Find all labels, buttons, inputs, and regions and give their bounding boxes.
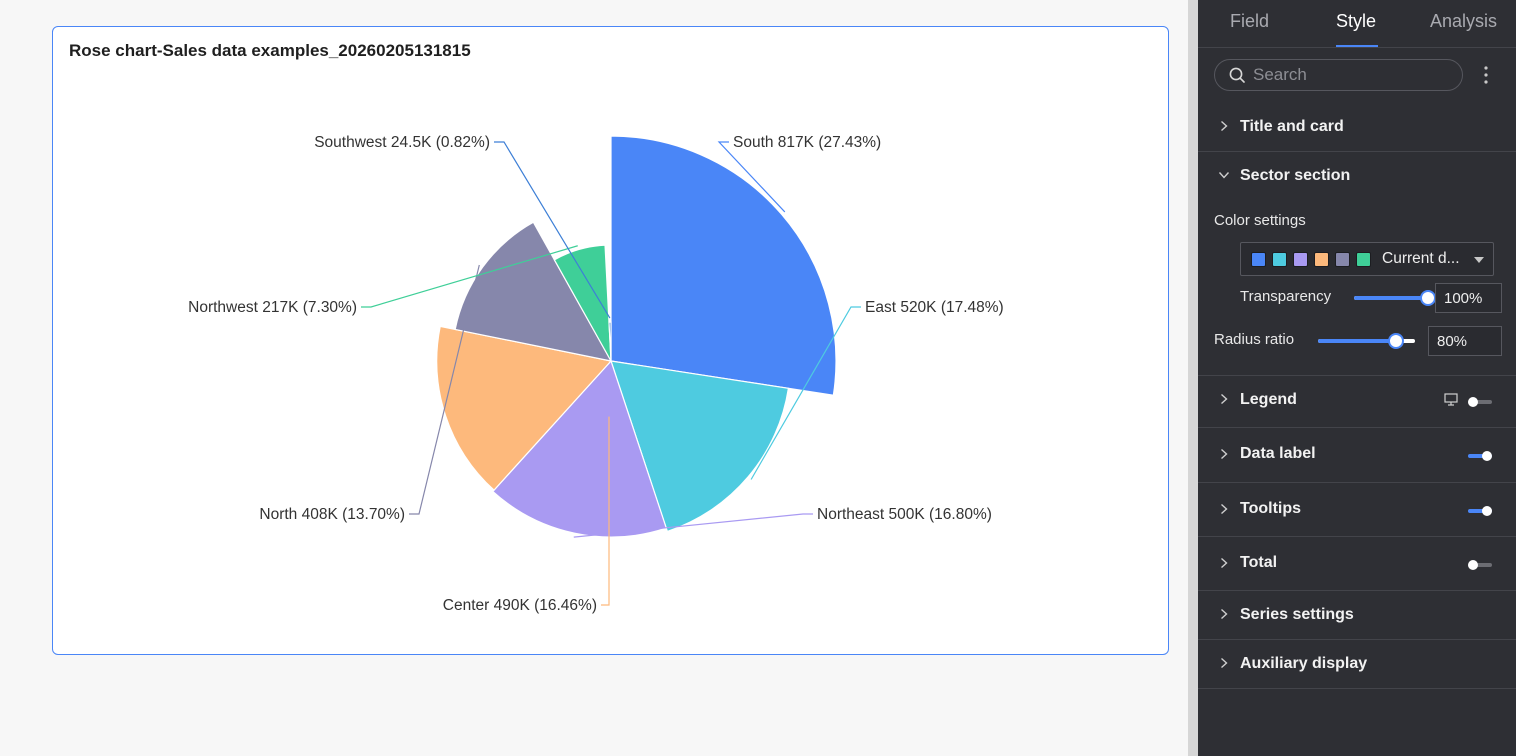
- rose-slice-southwest[interactable]: [608, 321, 612, 362]
- section-header-sector[interactable]: Sector section: [1198, 152, 1516, 200]
- color-scheme-value: Current d...: [1382, 250, 1460, 267]
- rose-slice-northwest[interactable]: [553, 244, 612, 362]
- search-input[interactable]: [1253, 64, 1453, 86]
- label-leader-line: [361, 245, 578, 308]
- legend-toggle[interactable]: [1468, 396, 1492, 408]
- panel-tabs: Field Style Analysis: [1198, 0, 1516, 48]
- transparency-slider[interactable]: [1354, 290, 1436, 306]
- section-header-legend[interactable]: Legend: [1198, 376, 1516, 424]
- radius-ratio-slider[interactable]: [1318, 333, 1415, 349]
- color-settings-label: Color settings: [1214, 212, 1306, 229]
- chevron-right-icon: [1221, 393, 1228, 405]
- color-swatch: [1251, 252, 1266, 267]
- section-sector: Sector section: [1198, 152, 1516, 376]
- section-legend: Legend: [1198, 376, 1516, 428]
- section-data-label: Data label: [1198, 428, 1516, 483]
- section-header-auxiliary-display[interactable]: Auxiliary display: [1198, 640, 1516, 688]
- label-leader-line: [717, 141, 786, 213]
- section-auxiliary-display: Auxiliary display: [1198, 640, 1516, 689]
- panel-splitter[interactable]: [1188, 0, 1198, 756]
- chevron-right-icon: [1221, 503, 1228, 515]
- canvas-area: Rose chart-Sales data examples_202602051…: [52, 26, 1169, 655]
- label-leader-line: [494, 141, 611, 319]
- chart-card-title: Rose chart-Sales data examples_202602051…: [69, 41, 471, 60]
- rose-chart: South 817K (27.43%) East 520K (17.48%) Nor…: [188, 134, 1004, 614]
- chevron-right-icon: [1221, 557, 1228, 569]
- data-label-east: East 520K (17.48%): [865, 299, 1004, 316]
- chevron-right-icon: [1221, 657, 1228, 669]
- settings-panel: Field Style Analysis Title and card Sect…: [1198, 0, 1516, 756]
- slider-thumb[interactable]: [1387, 333, 1404, 349]
- chevron-down-icon: [1218, 172, 1230, 179]
- chevron-right-icon: [1221, 448, 1228, 460]
- color-scheme-select[interactable]: Current d...: [1240, 242, 1494, 276]
- slider-thumb[interactable]: [1420, 290, 1436, 306]
- section-header-series-settings[interactable]: Series settings: [1198, 591, 1516, 639]
- color-swatch: [1272, 252, 1287, 267]
- total-toggle[interactable]: [1468, 559, 1492, 571]
- chevron-right-icon: [1221, 120, 1228, 132]
- transparency-label: Transparency: [1240, 288, 1332, 305]
- rose-slice-north[interactable]: [454, 221, 613, 362]
- radius-ratio-input[interactable]: [1428, 326, 1502, 356]
- rose-slice-center[interactable]: [436, 325, 613, 491]
- data-label-center: Center 490K (16.46%): [443, 597, 597, 614]
- section-title-label: Auxiliary display: [1240, 655, 1368, 672]
- tab-field[interactable]: Field: [1230, 11, 1270, 31]
- more-options-icon[interactable]: [1478, 64, 1494, 86]
- section-title-label: Series settings: [1240, 606, 1354, 623]
- data-label-northwest: Northwest 217K (7.30%): [188, 299, 357, 316]
- section-title-label: Tooltips: [1240, 500, 1302, 517]
- section-title-label: Data label: [1240, 445, 1316, 462]
- section-header-data-label[interactable]: Data label: [1198, 428, 1516, 476]
- label-leader-line: [750, 306, 861, 480]
- active-tab-indicator: [1336, 45, 1378, 47]
- section-title-label: Legend: [1240, 391, 1297, 408]
- chart-card[interactable]: Rose chart-Sales data examples_202602051…: [52, 26, 1169, 655]
- radius-ratio-label: Radius ratio: [1214, 331, 1295, 348]
- section-total: Total: [1198, 537, 1516, 591]
- color-swatch: [1293, 252, 1308, 267]
- section-title-label: Title and card: [1240, 118, 1344, 135]
- data-label-south: South 817K (27.43%): [733, 134, 881, 151]
- color-swatch: [1335, 252, 1350, 267]
- section-title-label: Total: [1240, 554, 1278, 571]
- rose-slice-northeast[interactable]: [491, 359, 668, 538]
- tab-style[interactable]: Style: [1336, 11, 1377, 31]
- monitor-icon[interactable]: [1444, 393, 1458, 406]
- label-leader-line: [409, 264, 480, 515]
- data-label-toggle[interactable]: [1468, 450, 1492, 462]
- section-header-title-and-card[interactable]: Title and card: [1198, 103, 1516, 151]
- section-header-tooltips[interactable]: Tooltips: [1198, 483, 1516, 531]
- chevron-right-icon: [1221, 608, 1228, 620]
- data-label-north: North 408K (13.70%): [259, 506, 405, 523]
- section-header-total[interactable]: Total: [1198, 537, 1516, 585]
- tooltips-toggle[interactable]: [1468, 505, 1492, 517]
- color-swatch: [1314, 252, 1329, 267]
- caret-down-icon: [1474, 257, 1484, 263]
- tab-analysis[interactable]: Analysis: [1430, 11, 1498, 31]
- section-tooltips: Tooltips: [1198, 483, 1516, 537]
- transparency-input[interactable]: [1435, 283, 1502, 313]
- section-series-settings: Series settings: [1198, 591, 1516, 640]
- rose-slice-east[interactable]: [610, 360, 790, 533]
- label-leader-line: [573, 513, 813, 538]
- section-title-label: Sector section: [1240, 167, 1351, 184]
- color-swatch: [1356, 252, 1371, 267]
- data-label-northeast: Northeast 500K (16.80%): [817, 506, 992, 523]
- search-box[interactable]: [1214, 59, 1463, 91]
- search-icon: [1229, 67, 1245, 83]
- section-title-and-card: Title and card: [1198, 103, 1516, 152]
- rose-slice-south[interactable]: [610, 135, 837, 396]
- label-leader-line: [601, 416, 610, 606]
- data-label-southwest: Southwest 24.5K (0.82%): [314, 134, 490, 151]
